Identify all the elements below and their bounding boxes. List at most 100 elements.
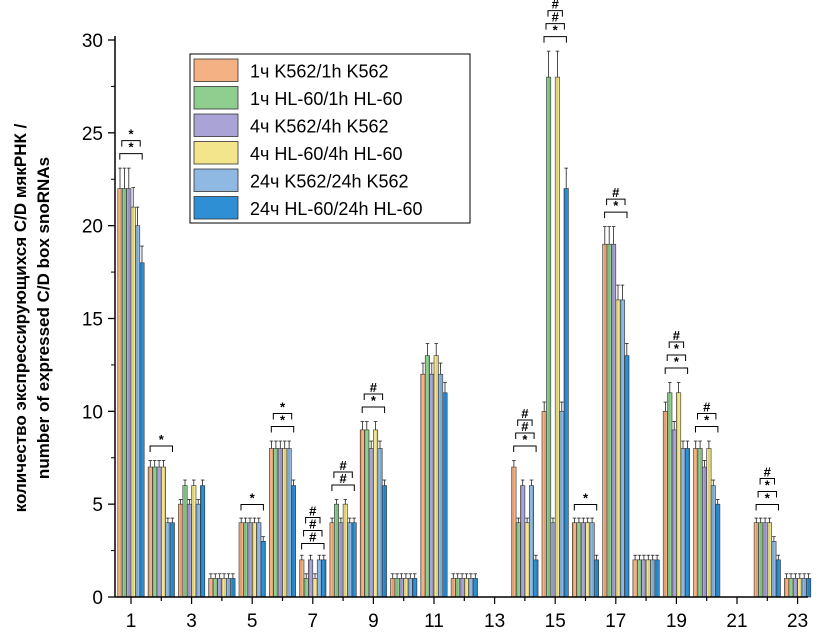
significance-mark-29: * [765, 478, 771, 493]
bar-texture-s5-c17 [620, 299, 625, 597]
significance-mark-18: # [552, 10, 560, 25]
bar-texture-s2-c20 [697, 448, 703, 597]
significance-mark-12: * [371, 393, 377, 408]
x-tick-label-21: 21 [726, 611, 747, 632]
bar-texture-s6-c11 [442, 392, 448, 597]
bar-texture-s5-c22 [771, 541, 777, 597]
bar-texture-s2-c23 [788, 578, 794, 597]
significance-mark-1: * [128, 140, 134, 155]
x-tick-label-1: 1 [126, 611, 137, 632]
bar-texture-s1-c8 [329, 522, 335, 597]
bar-texture-s1-c20 [693, 448, 698, 597]
x-tick-label-13: 13 [484, 611, 505, 632]
bar-texture-s2-c11 [425, 355, 430, 597]
significance-bracket-7 [301, 543, 325, 550]
bar-texture-s4-c4 [221, 578, 227, 597]
bar-texture-s6-c7 [321, 559, 326, 597]
bar-texture-s3-c7 [308, 559, 313, 597]
bar-texture-s4-c6 [282, 448, 287, 597]
bar-texture-s1-c2 [148, 467, 153, 597]
significance-mark-9: # [309, 504, 317, 519]
bar-texture-s4-c16 [585, 522, 590, 597]
bar-texture-s5-c11 [438, 374, 443, 597]
legend-swatch-3 [193, 113, 239, 137]
bar-texture-s4-c17 [615, 299, 621, 597]
bar-texture-s3-c9 [369, 448, 374, 597]
significance-bracket-17 [543, 36, 567, 43]
bar-texture-s6-c3 [200, 485, 205, 597]
y-axis-label-line-1: количество экспрессирующихся C/D мякРНК … [11, 123, 30, 512]
bar-texture-s3-c6 [278, 448, 283, 597]
bar-texture-s4-c14 [524, 522, 530, 597]
bar-texture-s3-c8 [338, 522, 344, 597]
significance-bracket-20 [573, 504, 598, 511]
error-bars-layer [118, 50, 811, 579]
bar-texture-s5-c4 [226, 578, 231, 597]
bar-texture-s2-c6 [273, 448, 279, 597]
bar-texture-s3-c17 [611, 244, 616, 597]
legend-swatch-1 [193, 58, 239, 82]
y-tick-label-10: 10 [82, 402, 103, 423]
bar-texture-s1-c11 [420, 374, 426, 597]
significance-bracket-19 [547, 10, 563, 17]
bar-texture-s5-c5 [256, 522, 261, 597]
significance-mark-30: # [764, 465, 772, 480]
bar-texture-s1-c16 [572, 522, 577, 597]
bar-texture-s5-c10 [408, 578, 413, 597]
bar-texture-s6-c20 [715, 504, 720, 597]
bar-texture-s4-c20 [706, 448, 712, 597]
y-tick-label-25: 25 [82, 124, 103, 145]
significance-bracket-14 [513, 445, 537, 453]
x-tick-label-11: 11 [424, 611, 444, 632]
bar-texture-s1-c5 [239, 522, 244, 597]
significance-mark-22: # [612, 185, 620, 200]
bar-texture-s4-c9 [373, 429, 378, 597]
bar-texture-s1-c15 [542, 411, 547, 597]
legend-label-2: 1ч HL-60/1h HL-60 [250, 89, 402, 109]
bar-texture-s2-c4 [213, 578, 218, 597]
legend: 1ч K562/1h K562 1ч HL-60/1h HL-60 4ч K562/… [189, 53, 471, 224]
bar-texture-s2-c3 [182, 485, 188, 597]
bar-texture-s3-c5 [247, 522, 253, 597]
significance-mark-20: * [583, 491, 589, 506]
x-tick-label-9: 9 [368, 611, 379, 632]
y-tick-label-15: 15 [82, 310, 103, 331]
bar-texture-s6-c12 [473, 578, 478, 597]
x-tick-label-15: 15 [545, 611, 566, 632]
significance-mark-17: * [553, 23, 559, 38]
bar-texture-s4-c12 [464, 578, 469, 597]
bar-texture-s4-c2 [161, 467, 166, 597]
bar-texture-s5-c6 [286, 448, 292, 597]
bar-texture-s2-c8 [334, 504, 339, 597]
bar-texture-s1-c14 [511, 467, 517, 597]
significance-bracket-10 [331, 484, 355, 492]
significance-bracket-9 [305, 517, 321, 524]
significance-mark-13: # [370, 380, 378, 395]
x-tick-label-3: 3 [186, 611, 197, 632]
bar-texture-s6-c1 [139, 262, 145, 597]
bar-texture-s4-c19 [676, 392, 681, 597]
significance-mark-8: # [309, 517, 317, 532]
significance-mark-5: * [280, 413, 286, 428]
bar-texture-s1-c19 [663, 411, 668, 597]
bar-texture-s3-c1 [126, 188, 131, 598]
bar-texture-s3-c15 [550, 522, 556, 597]
bar-texture-s1-c7 [299, 559, 304, 597]
bar-texture-s6-c6 [291, 485, 296, 597]
significance-bracket-15 [515, 432, 535, 440]
y-axis-label-line-2: number of expressed C/D box snoRNAs [34, 157, 53, 479]
bar-texture-s3-c3 [187, 504, 192, 597]
bar-texture-s2-c14 [516, 522, 521, 597]
significance-mark-27: # [703, 400, 711, 415]
significance-bracket-4 [240, 504, 264, 511]
legend-swatch-5 [193, 168, 239, 192]
bar-texture-s5-c15 [559, 411, 564, 597]
bar-texture-s3-c20 [702, 467, 707, 597]
bar-texture-s5-c7 [317, 559, 322, 597]
bar-texture-s6-c15 [564, 188, 569, 598]
y-tick-label-30: 30 [82, 31, 103, 52]
legend-swatch-4 [193, 141, 239, 165]
bar-texture-s3-c11 [429, 374, 434, 597]
bar-texture-s5-c1 [135, 225, 140, 597]
